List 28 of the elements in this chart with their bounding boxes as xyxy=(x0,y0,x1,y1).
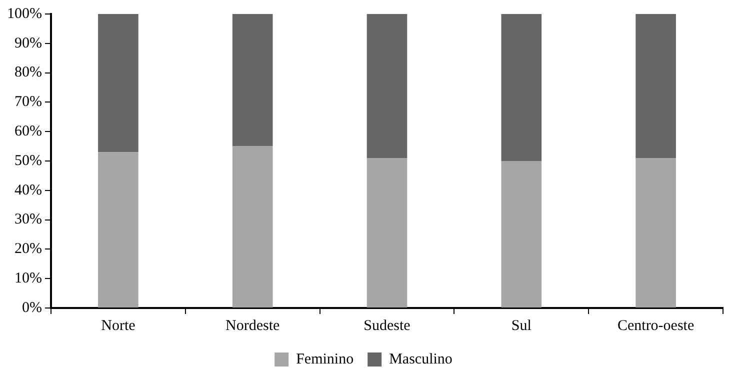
bar xyxy=(232,14,273,146)
y-tick-label: 10% xyxy=(14,270,42,287)
y-tick-label: 80% xyxy=(14,64,42,81)
legend-label: Feminino xyxy=(296,351,354,368)
bar xyxy=(366,158,408,308)
bar xyxy=(232,146,273,308)
x-tick-label: Sul xyxy=(511,318,532,334)
y-tick-label: 90% xyxy=(14,35,42,52)
x-tick-label: Nordeste xyxy=(226,318,280,334)
y-tick-label: 50% xyxy=(14,152,42,169)
bar xyxy=(636,158,676,308)
x-tick-label: Norte xyxy=(101,318,136,334)
y-tick-label: 60% xyxy=(14,124,42,140)
y-tick-label: 40% xyxy=(14,182,42,198)
bar xyxy=(366,14,408,158)
bar xyxy=(98,14,138,152)
x-tick-label: Sudeste xyxy=(364,318,411,334)
y-tick-label: 20% xyxy=(14,241,42,258)
y-tick-label: 100% xyxy=(6,6,42,22)
bar xyxy=(501,161,542,308)
legend-label: Masculino xyxy=(389,351,452,368)
y-tick-label: 0% xyxy=(22,300,42,316)
y-tick-label: 30% xyxy=(14,212,42,228)
x-tick-label: Centro-oeste xyxy=(617,318,694,334)
y-tick-label: 70% xyxy=(14,94,42,110)
bar xyxy=(501,14,542,161)
bar xyxy=(98,152,138,308)
bar xyxy=(636,14,676,158)
